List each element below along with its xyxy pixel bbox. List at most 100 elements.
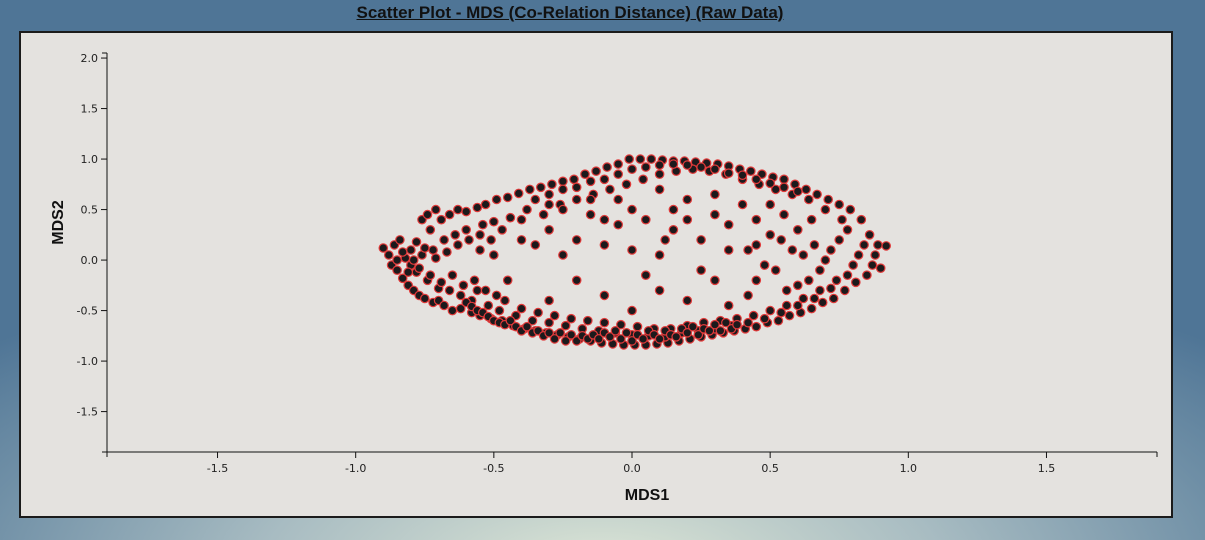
data-point xyxy=(566,313,576,324)
data-point xyxy=(743,245,753,255)
data-point xyxy=(582,315,593,326)
data-point xyxy=(842,225,853,235)
data-point xyxy=(668,204,679,215)
data-point xyxy=(792,300,803,311)
data-point xyxy=(776,307,786,318)
data-point xyxy=(558,176,568,187)
data-point xyxy=(765,199,775,210)
data-point xyxy=(627,336,637,346)
data-point xyxy=(781,300,792,311)
data-point xyxy=(621,179,632,190)
data-point xyxy=(748,310,759,321)
data-point xyxy=(439,235,449,245)
data-point xyxy=(715,325,726,336)
x-tick-label: 0.5 xyxy=(761,462,779,475)
data-point xyxy=(616,334,626,344)
data-point xyxy=(516,235,527,245)
x-tick-label: 1.0 xyxy=(900,462,918,475)
data-point xyxy=(580,169,590,179)
data-point xyxy=(599,290,610,301)
data-point xyxy=(850,277,861,288)
data-point xyxy=(411,237,422,247)
data-point xyxy=(640,214,651,225)
data-point xyxy=(425,270,436,280)
data-point xyxy=(483,300,494,311)
data-point xyxy=(826,283,836,294)
data-point xyxy=(547,179,557,190)
data-point xyxy=(815,265,825,275)
data-point xyxy=(668,159,679,169)
data-point xyxy=(682,160,693,170)
data-point xyxy=(461,225,471,235)
data-point xyxy=(820,255,831,265)
y-tick-label: 0.5 xyxy=(81,204,99,217)
data-point xyxy=(723,219,734,230)
data-point xyxy=(759,313,770,324)
data-point xyxy=(544,295,554,306)
data-point xyxy=(513,188,524,199)
data-point xyxy=(773,315,784,326)
data-point xyxy=(801,184,811,195)
x-tick-label: -0.5 xyxy=(483,462,504,475)
data-point xyxy=(571,275,582,286)
data-point xyxy=(856,214,867,225)
data-point xyxy=(837,214,847,225)
y-tick-label: 2.0 xyxy=(81,52,99,65)
data-point xyxy=(436,277,447,288)
data-point xyxy=(455,290,466,301)
data-point xyxy=(803,275,814,286)
data-point xyxy=(477,219,488,230)
data-point xyxy=(710,209,720,220)
data-point xyxy=(616,319,626,330)
data-point xyxy=(419,243,430,253)
data-point xyxy=(710,164,720,174)
data-point xyxy=(464,235,474,245)
data-point xyxy=(668,225,679,235)
x-tick-label: -1.0 xyxy=(345,462,366,475)
data-point xyxy=(751,321,762,332)
data-point xyxy=(798,293,809,304)
data-point xyxy=(560,320,571,331)
chart-title: Scatter Plot - MDS (Co-Relation Distance… xyxy=(356,3,784,22)
data-point xyxy=(610,325,621,336)
data-point xyxy=(599,214,610,225)
data-point xyxy=(593,334,604,344)
data-point xyxy=(455,303,466,314)
data-point xyxy=(743,317,753,328)
data-point xyxy=(491,290,502,301)
data-point xyxy=(864,230,875,240)
data-point xyxy=(505,212,516,223)
data-point xyxy=(461,206,471,217)
data-point xyxy=(591,166,601,176)
data-point xyxy=(522,321,532,332)
data-point xyxy=(403,267,413,277)
data-point xyxy=(571,182,582,193)
data-point xyxy=(475,230,485,240)
data-point xyxy=(505,315,516,326)
data-point xyxy=(687,321,698,332)
data-point xyxy=(571,235,582,245)
data-point xyxy=(873,240,883,250)
data-point xyxy=(798,250,809,260)
data-point xyxy=(751,174,762,185)
data-point xyxy=(784,310,795,321)
data-point xyxy=(839,285,850,296)
y-ticks: 2.0 1.5 1.0 0.5 0.0 -0.5 -1.0 -1.5 xyxy=(77,52,107,419)
data-point xyxy=(436,214,447,225)
x-ticks: -1.5 -1.0 -0.5 0.0 0.5 1.0 1.5 xyxy=(207,452,1055,475)
data-point xyxy=(472,285,483,296)
data-point xyxy=(682,214,693,225)
data-point xyxy=(627,245,637,255)
data-point xyxy=(627,164,637,174)
data-point xyxy=(654,184,665,195)
data-point xyxy=(817,297,828,308)
data-point xyxy=(444,285,455,296)
data-point xyxy=(745,166,756,176)
data-point xyxy=(710,189,720,200)
y-tick-label: -1.5 xyxy=(77,406,98,419)
data-point xyxy=(544,189,554,200)
data-point xyxy=(862,270,872,280)
data-point xyxy=(430,204,441,215)
data-point xyxy=(530,194,541,205)
data-point xyxy=(806,303,817,314)
